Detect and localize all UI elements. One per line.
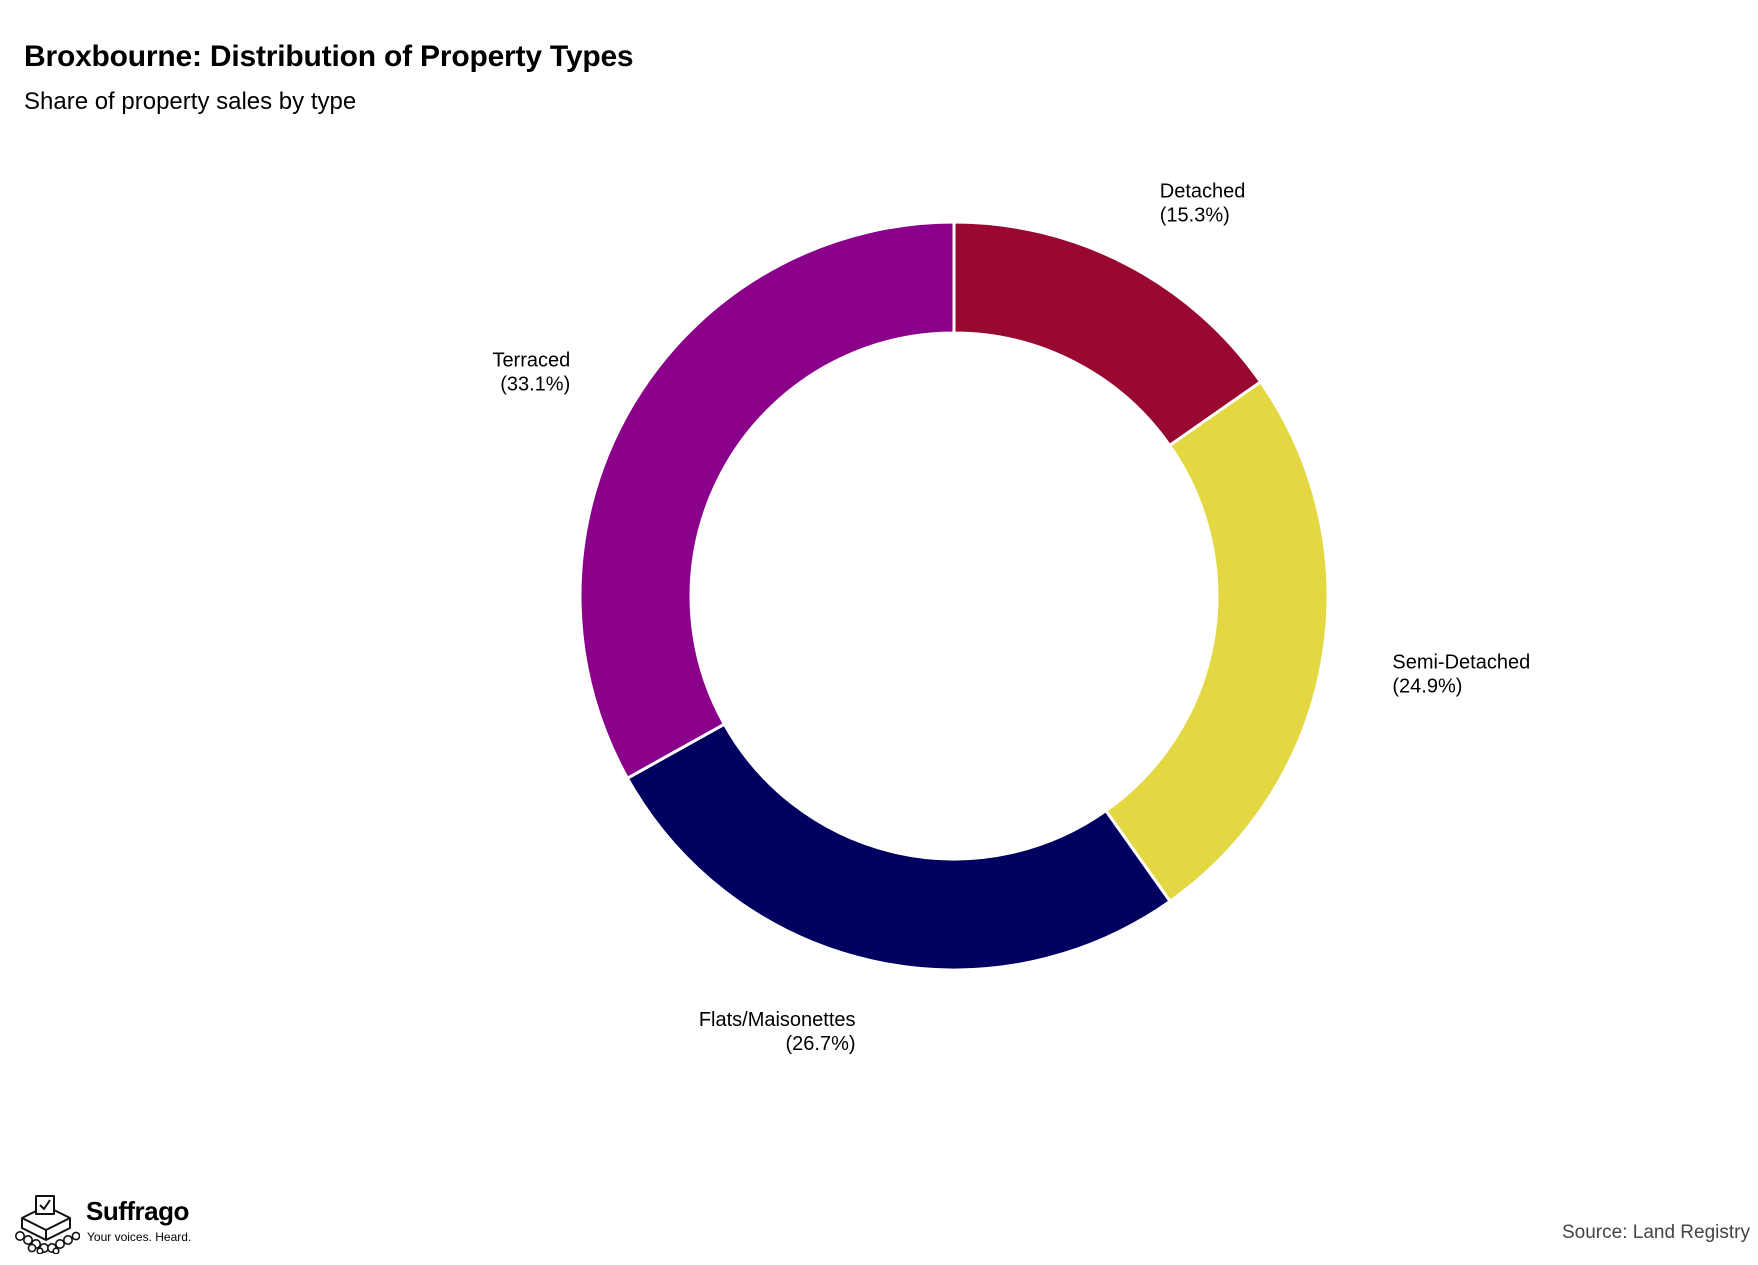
slice-percent: (33.1%)	[500, 374, 570, 396]
chart-title: Broxbourne: Distribution of Property Typ…	[24, 40, 634, 73]
slice-label-flats-maisonettes: Flats/Maisonettes (26.7%)	[699, 1009, 856, 1055]
chart-subtitle: Share of property sales by type	[24, 88, 357, 115]
suffrago-logo: Suffrago Your voices. Heard.	[14, 1194, 224, 1254]
slice-percent: (26.7%)	[786, 1033, 856, 1055]
slice-percent: (24.9%)	[1392, 676, 1462, 698]
slice-semi-detached	[1103, 379, 1330, 904]
slice-label-detached: Detached (15.3%)	[1160, 180, 1246, 226]
source-note: Source: Land Registry	[1562, 1222, 1750, 1243]
slice-label-semi-detached: Semi-Detached (24.9%)	[1392, 652, 1530, 698]
slice-detached	[952, 220, 1263, 448]
slice-percent: (15.3%)	[1160, 204, 1230, 226]
brand-tagline: Your voices. Heard.	[87, 1230, 192, 1244]
slice-flats-maisonettes	[625, 722, 1173, 972]
slice-labels: Detached (15.3%) Semi-Detached (24.9%) Flats…	[492, 180, 1530, 1055]
slice-category: Detached	[1160, 180, 1246, 202]
slice-label-terraced: Terraced (33.1%)	[492, 350, 570, 396]
slice-category: Semi-Detached	[1392, 652, 1530, 674]
brand-name: Suffrago	[86, 1196, 189, 1226]
donut-slices	[578, 220, 1330, 972]
ballot-box-icon	[15, 1195, 80, 1254]
slice-category: Terraced	[492, 350, 570, 372]
slice-terraced	[578, 220, 956, 781]
slice-category: Flats/Maisonettes	[699, 1009, 856, 1031]
